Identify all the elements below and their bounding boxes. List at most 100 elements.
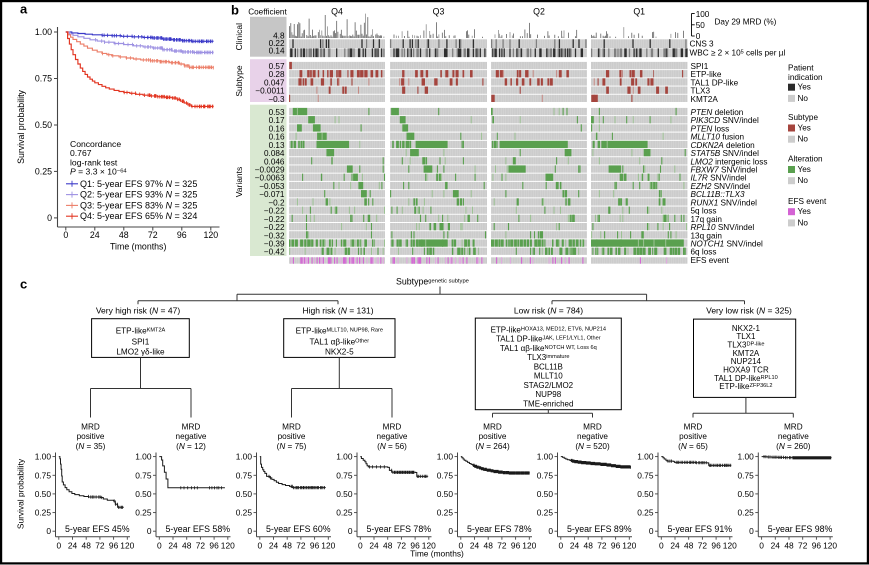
svg-text:−0.3: −0.3 xyxy=(268,95,285,104)
svg-text:RUNX1 SNV/indel: RUNX1 SNV/indel xyxy=(691,198,758,207)
svg-text:120: 120 xyxy=(321,541,335,551)
svg-text:SPI1: SPI1 xyxy=(132,337,150,346)
svg-text:48: 48 xyxy=(684,541,694,551)
svg-text:0.25: 0.25 xyxy=(336,508,353,518)
svg-text:0: 0 xyxy=(448,526,453,536)
svg-text:MRD: MRD xyxy=(182,422,201,431)
svg-text:TLX3: TLX3 xyxy=(691,87,711,96)
svg-text:120: 120 xyxy=(522,541,536,551)
svg-text:P = 3.3 × 10−64: P = 3.3 × 10−64 xyxy=(70,167,127,177)
svg-text:ETP-likeHOXA13, MED12, ETV6, N: ETP-likeHOXA13, MED12, ETV6, NUP214 xyxy=(491,325,606,334)
svg-text:ETP-like: ETP-like xyxy=(691,70,722,79)
svg-text:48: 48 xyxy=(283,541,293,551)
svg-text:−0.42: −0.42 xyxy=(264,248,285,257)
svg-text:0: 0 xyxy=(358,541,363,551)
svg-text:High risk (N = 131): High risk (N = 131) xyxy=(302,306,373,316)
svg-text:0: 0 xyxy=(257,541,262,551)
svg-text:0.75: 0.75 xyxy=(35,74,52,84)
svg-text:0.28: 0.28 xyxy=(269,70,285,79)
svg-text:0.50: 0.50 xyxy=(737,489,754,499)
svg-text:96: 96 xyxy=(209,541,219,551)
svg-text:No: No xyxy=(798,176,809,185)
svg-text:Patient: Patient xyxy=(788,63,814,72)
svg-text:0.25: 0.25 xyxy=(637,508,654,518)
svg-text:96: 96 xyxy=(711,541,721,551)
svg-text:MRD: MRD xyxy=(81,422,100,431)
svg-text:120: 120 xyxy=(422,541,436,551)
svg-text:Survival probability: Survival probability xyxy=(16,458,26,529)
svg-text:Time (months): Time (months) xyxy=(410,549,464,559)
svg-text:EFS event: EFS event xyxy=(691,256,730,265)
svg-text:0.25: 0.25 xyxy=(737,508,754,518)
svg-text:0: 0 xyxy=(348,526,353,536)
svg-text:48: 48 xyxy=(119,230,129,240)
svg-text:5-year EFS 89%: 5-year EFS 89% xyxy=(567,524,632,534)
svg-text:TAL1 DP-like: TAL1 DP-like xyxy=(691,78,739,87)
svg-text:Q4: 5-year EFS 65% N = 324: Q4: 5-year EFS 65% N = 324 xyxy=(80,211,197,221)
svg-text:SPI1: SPI1 xyxy=(691,62,709,71)
svg-text:5-year EFS 98%: 5-year EFS 98% xyxy=(768,524,833,534)
svg-text:(N = 65): (N = 65) xyxy=(678,442,708,451)
svg-text:72: 72 xyxy=(698,541,708,551)
svg-text:96: 96 xyxy=(410,541,420,551)
svg-text:0.75: 0.75 xyxy=(336,470,353,480)
svg-text:Variants: Variants xyxy=(234,167,244,198)
svg-text:48: 48 xyxy=(82,541,92,551)
svg-text:0.53: 0.53 xyxy=(269,108,285,117)
svg-text:−0.0063: −0.0063 xyxy=(255,174,285,183)
svg-text:HOXA9 TCR: HOXA9 TCR xyxy=(723,366,769,375)
svg-text:1.00: 1.00 xyxy=(135,452,152,462)
svg-text:0.22: 0.22 xyxy=(269,39,285,48)
svg-text:0.25: 0.25 xyxy=(437,508,454,518)
svg-text:0: 0 xyxy=(56,541,61,551)
svg-text:72: 72 xyxy=(397,541,407,551)
svg-text:0.767: 0.767 xyxy=(70,148,92,158)
svg-text:TLX3immature: TLX3immature xyxy=(527,353,569,362)
svg-text:0: 0 xyxy=(558,541,563,551)
svg-text:0.57: 0.57 xyxy=(269,62,285,71)
svg-text:0: 0 xyxy=(649,526,654,536)
svg-text:24: 24 xyxy=(168,541,178,551)
svg-text:PTEN loss: PTEN loss xyxy=(691,124,730,133)
svg-text:Q2: Q2 xyxy=(533,7,545,17)
svg-text:negative: negative xyxy=(778,432,809,441)
svg-text:0.75: 0.75 xyxy=(236,470,253,480)
svg-text:ETP-likeZFP36L2: ETP-likeZFP36L2 xyxy=(719,382,772,391)
svg-text:0: 0 xyxy=(659,541,664,551)
svg-text:Time (months): Time (months) xyxy=(110,242,166,252)
svg-text:120: 120 xyxy=(120,541,134,551)
svg-text:NUP98: NUP98 xyxy=(535,390,561,399)
svg-text:BCL11B: BCL11B xyxy=(534,362,563,371)
svg-text:0.25: 0.25 xyxy=(135,508,152,518)
svg-text:MLLT10: MLLT10 xyxy=(534,372,563,381)
svg-text:72: 72 xyxy=(148,230,158,240)
svg-text:MRD: MRD xyxy=(784,422,803,431)
svg-text:Q2: 5-year EFS 93% N = 325: Q2: 5-year EFS 93% N = 325 xyxy=(80,190,197,200)
svg-text:0.16: 0.16 xyxy=(269,133,285,142)
svg-text:TAL1 αβ-likeNOTCH WT, Loss 6q: TAL1 αβ-likeNOTCH WT, Loss 6q xyxy=(500,344,597,353)
svg-text:WBC ≥ 2 × 105 cells per µl: WBC ≥ 2 × 105 cells per µl xyxy=(690,49,786,58)
svg-text:72: 72 xyxy=(497,541,507,551)
svg-text:MRD: MRD xyxy=(483,422,502,431)
svg-text:0.75: 0.75 xyxy=(437,470,454,480)
svg-text:NOTCH1 SNV/indel: NOTCH1 SNV/indel xyxy=(691,240,764,249)
svg-text:24: 24 xyxy=(670,541,680,551)
svg-text:MLLT10 fusion: MLLT10 fusion xyxy=(691,133,745,142)
svg-text:48: 48 xyxy=(584,541,594,551)
svg-text:negative: negative xyxy=(577,432,608,441)
svg-text:72: 72 xyxy=(597,541,607,551)
svg-text:MRD: MRD xyxy=(383,422,402,431)
svg-text:1.00: 1.00 xyxy=(737,452,754,462)
svg-text:c: c xyxy=(20,277,27,292)
svg-text:120: 120 xyxy=(221,541,235,551)
svg-text:24: 24 xyxy=(269,541,279,551)
svg-text:1.00: 1.00 xyxy=(236,452,253,462)
svg-text:1.00: 1.00 xyxy=(35,452,52,462)
svg-text:Q3: Q3 xyxy=(433,7,445,17)
svg-text:Low risk (N = 784): Low risk (N = 784) xyxy=(514,306,583,316)
svg-text:0.50: 0.50 xyxy=(336,489,353,499)
svg-text:0.75: 0.75 xyxy=(35,470,52,480)
svg-text:CNS 3: CNS 3 xyxy=(690,40,715,49)
svg-text:NUP214: NUP214 xyxy=(731,357,762,366)
svg-text:Subtype: Subtype xyxy=(234,65,244,96)
